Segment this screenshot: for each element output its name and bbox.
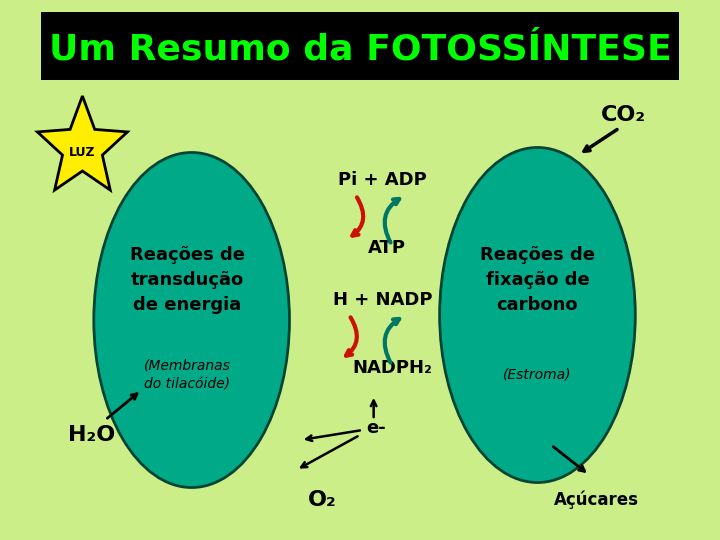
- Text: H₂O: H₂O: [68, 425, 115, 445]
- Text: H + NADP: H + NADP: [333, 291, 433, 309]
- Text: Um Resumo da FOTOSSÍNTESE: Um Resumo da FOTOSSÍNTESE: [49, 33, 671, 67]
- Polygon shape: [37, 96, 127, 190]
- Text: e-: e-: [366, 419, 386, 437]
- Ellipse shape: [94, 152, 289, 488]
- Text: O₂: O₂: [307, 490, 336, 510]
- Text: Açúcares: Açúcares: [554, 491, 639, 509]
- Text: (Membranas
do tilacóide): (Membranas do tilacóide): [144, 359, 230, 391]
- Text: NADPH₂: NADPH₂: [352, 359, 432, 377]
- Text: (Estroma): (Estroma): [503, 368, 572, 382]
- Text: CO₂: CO₂: [601, 105, 647, 125]
- Text: Reações de
transdução
de energia: Reações de transdução de energia: [130, 246, 245, 314]
- Ellipse shape: [440, 147, 635, 483]
- Text: LUZ: LUZ: [69, 145, 96, 159]
- FancyBboxPatch shape: [42, 12, 678, 80]
- Text: Pi + ADP: Pi + ADP: [338, 171, 427, 189]
- Text: ATP: ATP: [369, 239, 406, 257]
- Text: Reações de
fixação de
carbono: Reações de fixação de carbono: [480, 246, 595, 314]
